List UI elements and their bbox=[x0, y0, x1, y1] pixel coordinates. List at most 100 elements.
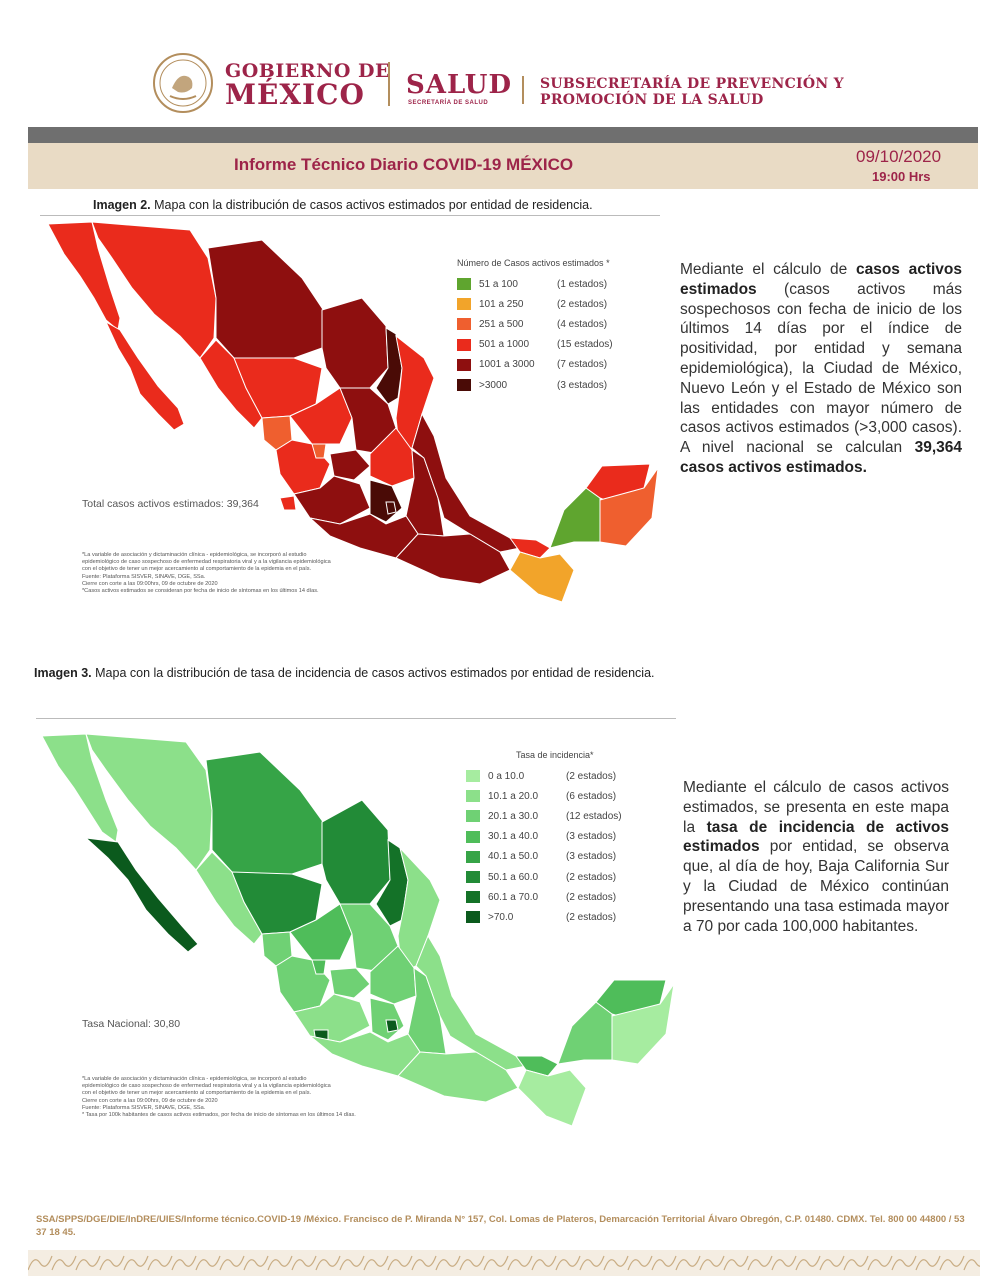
ornament-swirl bbox=[51, 1255, 77, 1271]
state-coahuila bbox=[321, 799, 391, 905]
report-title: Informe Técnico Diario COVID-19 MÉXICO bbox=[234, 155, 574, 174]
image2-caption-text: Mapa con la distribución de casos activo… bbox=[150, 198, 593, 212]
state-campeche bbox=[557, 999, 613, 1065]
footer-address: SSA/SPPS/DGE/DIE/InDRE/UIES/Informe técn… bbox=[36, 1214, 965, 1238]
legend-count: (7 estados) bbox=[557, 359, 608, 371]
legend-item: 20.1 a 30.0 (12 estados) bbox=[466, 806, 622, 826]
ornament-swirl bbox=[771, 1255, 797, 1271]
footnote-line: con el objetivo de tener un mejor acerca… bbox=[82, 566, 312, 573]
state-coahuila bbox=[321, 297, 389, 389]
ornament-swirl bbox=[267, 1255, 293, 1271]
legend-range: 30.1 a 40.0 bbox=[488, 831, 539, 843]
ornament-swirl bbox=[315, 1255, 341, 1271]
legend-item: 0 a 10.0 (2 estados) bbox=[466, 766, 622, 786]
legend-swatch bbox=[466, 770, 480, 783]
report-date: 09/10/2020 bbox=[856, 147, 942, 166]
state-sonora bbox=[91, 221, 217, 359]
legend-swatch bbox=[457, 278, 471, 291]
legend-swatch bbox=[466, 850, 480, 863]
ornament-swirl bbox=[675, 1255, 701, 1271]
footnote-line: * Tasa por 100k habitantes de casos acti… bbox=[82, 1112, 356, 1119]
legend-item: 50.1 a 60.0 (2 estados) bbox=[466, 867, 622, 887]
state-cdmx bbox=[385, 1019, 399, 1033]
legend-count: (3 estados) bbox=[566, 851, 617, 863]
legend-range: >3000 bbox=[479, 379, 508, 391]
footnote-line: Cierre con corte a las 09:00hrs, 09 de o… bbox=[82, 580, 218, 587]
ornament-swirl bbox=[123, 1255, 149, 1271]
state-chiapas bbox=[509, 551, 575, 603]
ornament-swirl bbox=[99, 1255, 125, 1271]
legend-count: (2 estados) bbox=[557, 298, 608, 310]
legend-count: (3 estados) bbox=[566, 831, 617, 843]
ornament-swirl bbox=[963, 1259, 980, 1271]
state-quintana-roo bbox=[611, 983, 675, 1065]
state-chihuahua bbox=[205, 751, 327, 881]
para3-text-2: por entidad, se observa que, al día de h… bbox=[683, 838, 949, 935]
state-chihuahua bbox=[207, 239, 327, 365]
legend-swatch bbox=[466, 871, 480, 884]
gobierno-line2: MÉXICO bbox=[225, 78, 365, 111]
ornament-swirl bbox=[387, 1255, 413, 1271]
legend-item: 501 a 1000 (15 estados) bbox=[457, 335, 613, 355]
ornament-swirl bbox=[531, 1255, 557, 1271]
salud-logo-text: SALUD bbox=[406, 70, 513, 100]
ornament-swirl bbox=[243, 1255, 269, 1271]
report-time: 19:00 Hrs bbox=[872, 169, 931, 184]
legend-range: 10.1 a 20.0 bbox=[488, 790, 539, 802]
ornament-swirl bbox=[699, 1255, 725, 1271]
ornament-swirl bbox=[363, 1255, 389, 1271]
legend-item: 10.1 a 20.0 (6 estados) bbox=[466, 786, 622, 806]
national-rate: Tasa Nacional: 30,80 bbox=[82, 1018, 181, 1030]
legend-title: Número de Casos activos estimados * bbox=[457, 258, 610, 268]
legend-range: 251 a 500 bbox=[479, 318, 524, 330]
state-baja-california-sur bbox=[104, 320, 185, 431]
para2-bold-2: 39,364 casos activos estimados. bbox=[680, 439, 962, 476]
ornament-swirl bbox=[291, 1255, 317, 1271]
legend-item: 40.1 a 50.0 (3 estados) bbox=[466, 847, 622, 867]
state-guerrero bbox=[308, 513, 419, 559]
state-oaxaca bbox=[395, 533, 511, 585]
subsecretaria-line2: PROMOCIÓN DE LA SALUD bbox=[540, 92, 764, 108]
image2-notes: *La variable de asociación y dictaminaci… bbox=[82, 552, 412, 595]
legend-swatch bbox=[466, 830, 480, 843]
incidence-legend: Tasa de incidencia* 0 a 10.0 (2 estados) 1… bbox=[466, 750, 622, 928]
footnote-line: epidemiológico de caso sospechoso de enf… bbox=[82, 1083, 331, 1090]
image3-notes: *La variable de asociación y dictaminaci… bbox=[82, 1076, 412, 1119]
active-cases-legend: Número de Casos activos estimados * 51 a… bbox=[457, 258, 613, 395]
state-mexico bbox=[369, 479, 403, 523]
legend-count: (4 estados) bbox=[557, 318, 608, 330]
ornament-swirl bbox=[867, 1255, 893, 1271]
footnote-line: Fuente: Plataforma SISVER, SINAVE, DGE, … bbox=[82, 1104, 206, 1111]
legend-count: (2 estados) bbox=[566, 891, 617, 903]
state-guanajuato bbox=[329, 449, 371, 481]
footnote-line: *Casos activos estimados se consideran p… bbox=[82, 588, 319, 595]
legend-swatch bbox=[466, 911, 480, 924]
ornament-swirl bbox=[411, 1255, 437, 1271]
para2-bold-1: casos activos estimados bbox=[680, 261, 962, 298]
footnote-line: Cierre con corte a las 09:00hrs, 09 de o… bbox=[82, 1097, 218, 1104]
legend-title: Tasa de incidencia* bbox=[516, 750, 594, 760]
footnote-line: *La variable de asociación y dictaminaci… bbox=[82, 1076, 307, 1082]
image2-caption: Imagen 2. Mapa con la distribución de ca… bbox=[93, 198, 593, 212]
ornament-swirl bbox=[891, 1255, 917, 1271]
state-guerrero bbox=[309, 1031, 421, 1077]
ornament-swirl bbox=[819, 1255, 845, 1271]
state-cdmx bbox=[385, 501, 397, 515]
para3-bold-1: tasa de incidencia de activos estimados bbox=[683, 818, 950, 856]
subsecretaria-line1: SUBSECRETARÍA DE PREVENCIÓN Y bbox=[540, 76, 844, 92]
ornament-swirl bbox=[795, 1255, 821, 1271]
legend-range: >70.0 bbox=[488, 911, 514, 923]
legend-item: >3000 (3 estados) bbox=[457, 375, 613, 395]
incidence-rate-map bbox=[41, 733, 675, 1127]
para3-text-1: Mediante el cálculo de casos activos est… bbox=[683, 779, 949, 836]
legend-range: 1001 a 3000 bbox=[479, 359, 535, 371]
ornament-swirl bbox=[603, 1255, 629, 1271]
ornament-swirl bbox=[843, 1255, 869, 1271]
state-guanajuato bbox=[329, 967, 371, 999]
total-active-cases: Total casos activos estimados: 39,364 bbox=[82, 498, 259, 510]
state-sonora bbox=[85, 733, 213, 871]
ornament-swirl bbox=[579, 1255, 605, 1271]
legend-count: (2 estados) bbox=[566, 871, 617, 883]
para2-text-1: Mediante el cálculo de bbox=[680, 261, 856, 278]
image3-caption-text: Mapa con la distribución de tasa de inci… bbox=[91, 666, 655, 680]
